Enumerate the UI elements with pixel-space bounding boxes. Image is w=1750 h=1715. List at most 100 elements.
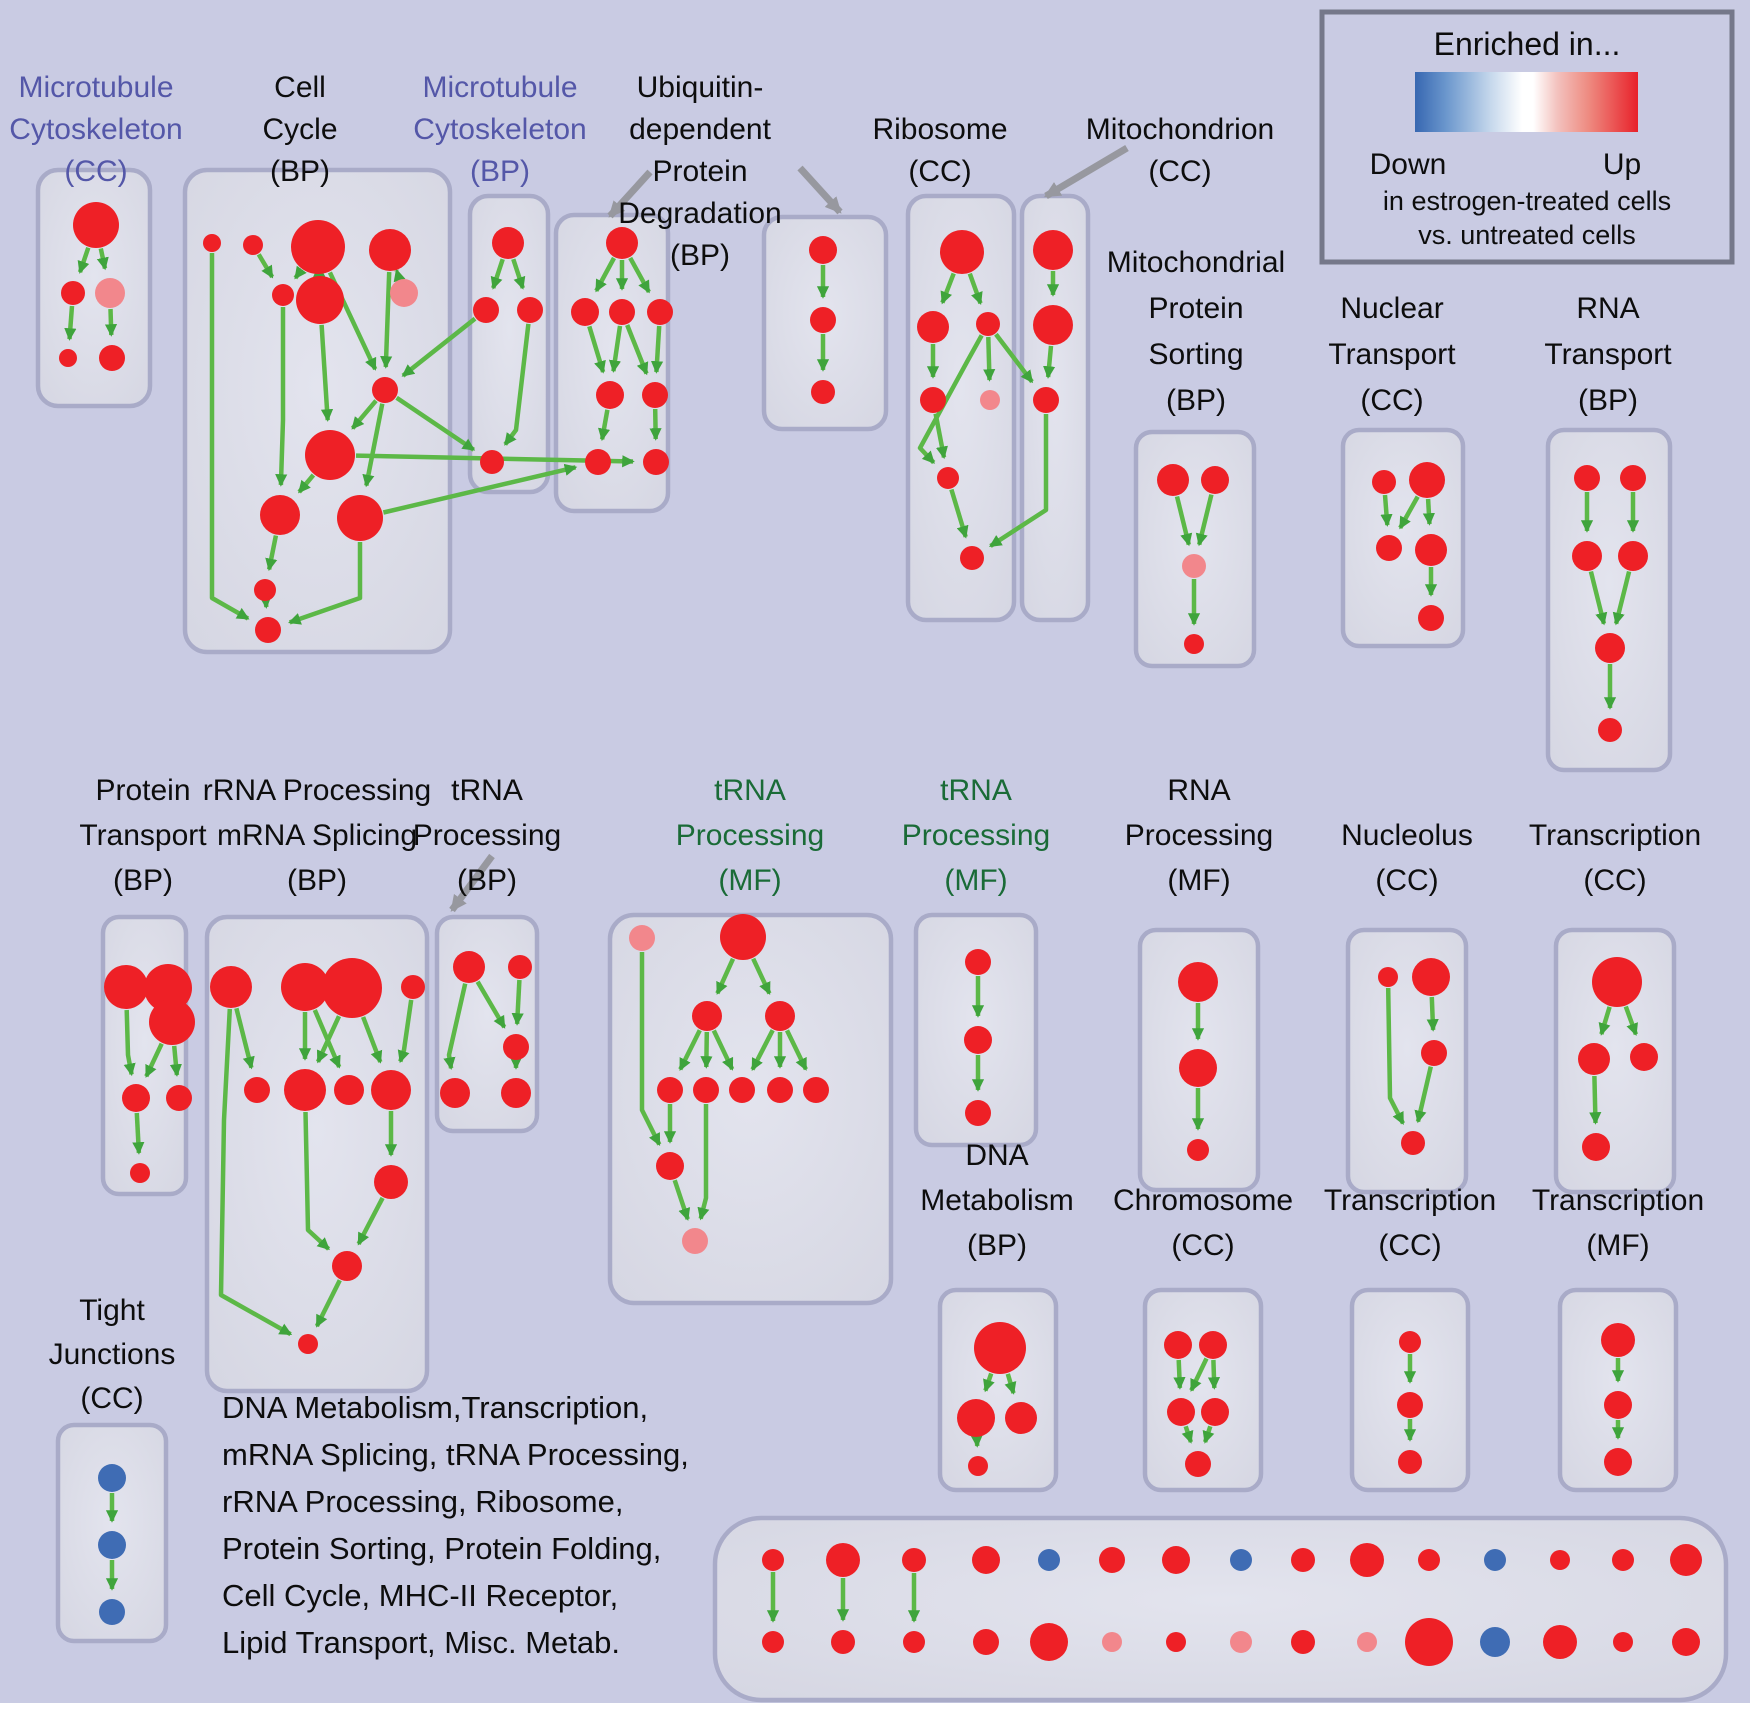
edge-b43-b46 [625, 324, 649, 376]
edge-mt3-rb7 [989, 414, 1049, 548]
node-sb10-pink [1357, 1632, 1377, 1652]
node-rb2-red [917, 311, 949, 343]
node-m3-pink [95, 278, 125, 308]
node-sb8-pink [1230, 1631, 1252, 1653]
node-r8-red [371, 1070, 411, 1110]
node-m5-red [99, 345, 125, 371]
node-rt5-red [1595, 633, 1625, 663]
edge-g3-gl3 [750, 1029, 775, 1072]
misc-category-list: DNA Metabolism,Transcription, mRNA Splici… [222, 1390, 689, 1660]
node-ns4-red [1401, 1131, 1425, 1155]
node-ch2-red [1199, 1331, 1227, 1359]
edge-tc2-tc4 [1589, 1075, 1602, 1125]
node-b33-red [517, 297, 543, 323]
edge-g1-g3 [751, 957, 772, 995]
edge-g2-gl2 [700, 1031, 713, 1069]
node-tc2-red [1578, 1043, 1610, 1075]
label-nucleolus: Nucleolus (CC) [1341, 819, 1473, 897]
node-gl3-red [729, 1077, 755, 1103]
edge-d1-d3 [1004, 1373, 1017, 1395]
node-r3-red [322, 958, 382, 1018]
edge-c3-c5 [293, 265, 307, 280]
edge-m3-m5 [104, 308, 118, 337]
edge-ns1-ns4 [1385, 987, 1406, 1125]
label-rrna-mrna: rRNA Processing mRNA Splicing (BP) [203, 774, 431, 897]
node-gp-pink [629, 925, 655, 951]
edge-c10-b47 [382, 463, 578, 515]
box-trna-mf-big [607, 912, 894, 1306]
node-gl5-red [803, 1077, 829, 1103]
node-c3-red [291, 220, 345, 274]
edge-c6-c9 [319, 324, 334, 422]
arrow-to-mtbp-box [607, 169, 653, 219]
edge-rb3-rb5 [983, 336, 996, 382]
edge-d1-d2 [983, 1372, 995, 1393]
edge-t1-t3 [475, 980, 507, 1029]
label-dna-metabolism: DNA Metabolism (BP) [920, 1139, 1073, 1262]
box-nuc-transport [1340, 427, 1466, 649]
node-t4-red [440, 1078, 470, 1108]
label-tight-junctions: Tight Junctions (CC) [49, 1294, 176, 1415]
node-c11-red [260, 495, 300, 535]
edge-c5-c11 [275, 307, 288, 487]
node-st4-red [972, 1546, 1000, 1574]
node-p4-red [122, 1084, 150, 1112]
edge-b44-b46 [650, 325, 664, 374]
node-p2-red [144, 964, 192, 1012]
node-sb5-red [1030, 1623, 1068, 1661]
node-u3-red [811, 380, 835, 404]
node-tc4-red [1582, 1133, 1610, 1161]
edge-c1-c13 [209, 253, 250, 621]
edge-b45-b47 [597, 409, 611, 442]
label-rna-transport: RNA Transport (BP) [1544, 292, 1672, 417]
edge-ms2-ms3 [1195, 494, 1214, 547]
node-b32-red [473, 297, 499, 323]
node-r5-red [244, 1077, 270, 1103]
edge-b31-b32 [490, 258, 505, 290]
node-st8-blue [1230, 1549, 1252, 1571]
node-rb5-pink [980, 390, 1000, 410]
edge-ns3-ns4 [1414, 1066, 1433, 1124]
node-q1-red [1178, 962, 1218, 1002]
node-ms3-pink [1182, 554, 1206, 578]
node-tj1-blue [98, 1464, 126, 1492]
node-st1-red [762, 1549, 784, 1571]
label-mt-bp: Microtubule Cytoskeleton (BP) [413, 71, 586, 188]
node-d3-red [1005, 1402, 1037, 1434]
node-x3-red [1398, 1450, 1422, 1474]
node-q2-red [1179, 1049, 1217, 1087]
node-b45-red [596, 381, 624, 409]
node-b31-red [492, 227, 524, 259]
node-sb2-red [831, 1630, 855, 1654]
node-b42-red [571, 298, 599, 326]
edge-b46-b48 [649, 408, 662, 441]
label-ubiquitin: Ubiquitin-dependent Protein Degradation (BP… [618, 71, 781, 272]
edge-t2-t3 [511, 979, 524, 1026]
edge-ms1-ms3 [1174, 495, 1193, 547]
node-d4-red [968, 1456, 988, 1476]
edge-n2-n3 [1398, 495, 1420, 530]
node-p3-red [149, 999, 195, 1045]
label-chromosome: Chromosome (CC) [1113, 1184, 1293, 1262]
node-st11-red [1418, 1549, 1440, 1571]
node-st14-red [1612, 1549, 1634, 1571]
label-transcription-cc-1: Transcription (CC) [1529, 819, 1701, 897]
box-nucleolus [1345, 927, 1469, 1195]
node-rt6-red [1598, 718, 1622, 742]
node-sb12-blue [1480, 1627, 1510, 1657]
legend-title: Enriched in... [1434, 26, 1621, 62]
node-ms2-red [1201, 466, 1229, 494]
node-sb9-red [1291, 1630, 1315, 1654]
edge-p3-p5 [169, 1045, 182, 1077]
node-st9-red [1291, 1548, 1315, 1572]
node-y2-red [1604, 1391, 1632, 1419]
node-sb6-pink [1102, 1632, 1122, 1652]
node-m4-red [59, 349, 77, 367]
node-u1-red [809, 236, 837, 264]
box-mtbp [467, 193, 551, 495]
node-b34-red [480, 450, 504, 474]
node-p5-red [166, 1085, 192, 1111]
edge-rt4-rt5 [1612, 570, 1632, 626]
node-rb6-red [937, 467, 959, 489]
